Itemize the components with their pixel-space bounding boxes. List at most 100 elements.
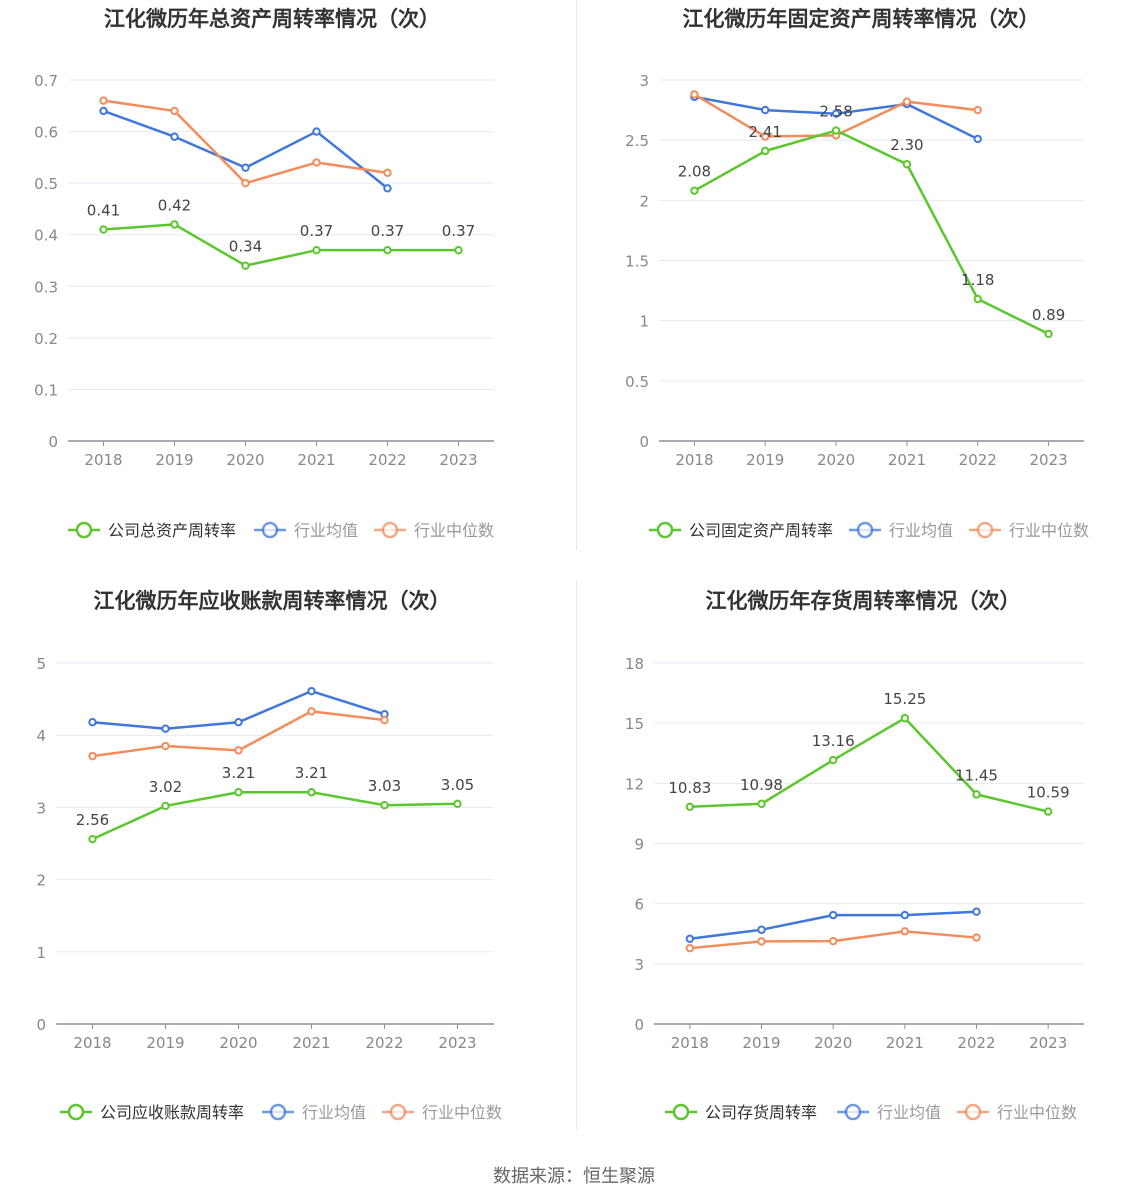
data-point (1043, 807, 1053, 816)
data-label: 0.42 (158, 196, 191, 214)
y-tick-label: 0.1 (34, 381, 58, 399)
data-point (161, 801, 170, 811)
y-tick-label: 6 (634, 896, 644, 914)
x-tick-label: 2023 (438, 1034, 476, 1052)
x-tick-label: 2019 (746, 451, 784, 469)
x-tick-label: 2018 (675, 451, 713, 469)
y-tick-label: 1 (36, 944, 46, 962)
x-tick-label: 2018 (84, 451, 122, 469)
data-point (902, 160, 912, 169)
legend-marker (856, 521, 874, 539)
series-line (689, 716, 1049, 813)
y-tick-label: 2.5 (625, 132, 649, 150)
divider-top (576, 0, 577, 550)
data-point (380, 801, 389, 810)
legend-marker (389, 1103, 407, 1121)
legend-label: 行业均值 (302, 1103, 366, 1122)
x-tick-label: 2020 (219, 1034, 257, 1052)
data-point (307, 788, 316, 797)
legend-label: 公司总资产周转率 (108, 521, 236, 540)
data-point (383, 168, 392, 178)
series-line (103, 223, 459, 267)
data-point (828, 936, 838, 946)
y-tick-label: 0 (634, 1016, 644, 1034)
data-point (234, 746, 243, 755)
chart-svg: 江化微历年存货周转率情况（次） 0 3 6 9 12 15 18 2018 2019 2020 202… (625, 589, 1084, 1122)
chart-title: 江化微历年存货周转率情况（次） (706, 589, 1021, 613)
y-tick-label: 18 (625, 655, 644, 673)
data-point (161, 724, 170, 733)
x-tick-label: 2023 (1029, 1034, 1067, 1052)
x-tick-label: 2020 (814, 1034, 852, 1052)
data-label: 10.59 (1027, 784, 1070, 802)
data-point (241, 261, 250, 270)
data-label: 0.37 (300, 222, 333, 240)
chart-title: 江化微历年固定资产周转率情况（次） (683, 7, 1040, 31)
data-point (761, 132, 770, 141)
data-point (161, 741, 170, 751)
data-label: 3.21 (295, 764, 328, 782)
y-tick-label: 1 (639, 313, 649, 331)
y-tick-label: 0 (639, 433, 649, 451)
data-label: 0.89 (1032, 306, 1065, 324)
y-tick-label: 3 (639, 72, 649, 90)
data-point (453, 799, 462, 808)
data-point (88, 834, 97, 844)
y-tick-label: 0.5 (625, 373, 649, 391)
data-point (685, 943, 695, 953)
data-point (234, 788, 243, 797)
legend-marker (976, 521, 994, 539)
chart-total-asset-turnover: 江化微历年总资产周转率情况（次） 0 0.1 0.2 0.3 0.4 0.5 0.6 0.7 20… (0, 0, 576, 560)
data-label: 0.34 (229, 238, 262, 256)
data-point (828, 755, 838, 765)
data-point (312, 158, 321, 167)
data-label: 3.02 (149, 778, 182, 796)
legend-label: 行业均值 (877, 1103, 941, 1122)
y-tick-label: 3 (36, 799, 46, 817)
data-point (99, 106, 108, 116)
data-point (170, 106, 179, 116)
legend-label: 行业中位数 (414, 521, 494, 540)
legend-label: 行业均值 (294, 521, 358, 540)
data-point (170, 132, 179, 141)
chart-svg: 江化微历年应收账款周转率情况（次） 0 1 2 3 4 5 2018 2019 2020 2021 2… (36, 589, 502, 1122)
data-point (383, 184, 392, 193)
data-point (757, 925, 766, 934)
y-tick-label: 0.2 (34, 330, 58, 348)
data-label: 3.03 (368, 777, 401, 795)
y-tick-label: 12 (625, 775, 644, 793)
data-point (241, 178, 250, 188)
y-tick-label: 0.3 (34, 278, 58, 296)
data-point (307, 707, 316, 716)
y-tick-label: 2 (639, 192, 649, 210)
data-point (454, 245, 463, 255)
legend-label: 公司应收账款周转率 (100, 1103, 244, 1122)
x-tick-label: 2023 (439, 451, 477, 469)
legend-marker (67, 1103, 85, 1121)
data-point (1044, 329, 1053, 339)
x-tick-label: 2018 (73, 1034, 111, 1052)
x-tick-label: 2022 (365, 1034, 403, 1052)
data-point (757, 937, 766, 946)
x-tick-label: 2021 (886, 1034, 924, 1052)
legend-label: 行业均值 (889, 521, 953, 540)
y-tick-label: 0.4 (34, 227, 58, 245)
y-tick-label: 2 (36, 872, 46, 890)
data-point (972, 933, 981, 942)
legend-label: 行业中位数 (1009, 521, 1089, 540)
data-point (234, 718, 243, 727)
data-point (972, 907, 981, 916)
series-line (91, 790, 458, 841)
y-tick-label: 0 (48, 433, 58, 451)
x-tick-label: 2022 (959, 451, 997, 469)
legend-label: 公司固定资产周转率 (689, 521, 833, 540)
y-tick-label: 4 (36, 727, 46, 745)
x-tick-label: 2019 (155, 451, 193, 469)
x-tick-label: 2022 (957, 1034, 995, 1052)
chart-fixed-asset-turnover: 江化微历年固定资产周转率情况（次） 0 0.5 1 1.5 2 2.5 3 2018 2019 20… (577, 0, 1148, 560)
legend-marker (672, 1103, 690, 1121)
x-tick-label: 2021 (297, 451, 335, 469)
data-label: 0.41 (87, 202, 120, 220)
chart-svg: 江化微历年固定资产周转率情况（次） 0 0.5 1 1.5 2 2.5 3 2018 2019 20… (625, 7, 1089, 540)
legend-label: 公司存货周转率 (705, 1103, 817, 1122)
